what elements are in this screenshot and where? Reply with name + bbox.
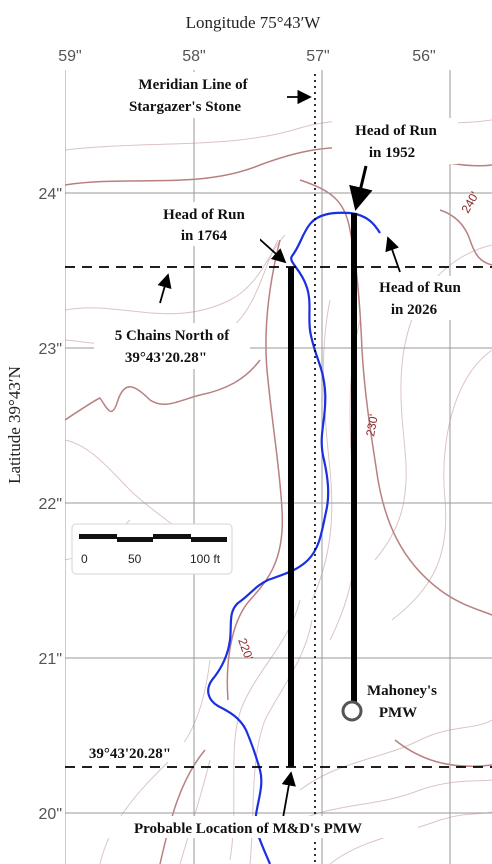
head-1952-arrow <box>349 165 373 211</box>
mahoney-label-line1: Mahoney's <box>367 683 437 699</box>
scale-label-100ft: 100 ft <box>190 552 221 566</box>
baseline-latitude-label: 39°43'20.28" <box>89 746 171 762</box>
chains-north-label-bg <box>94 323 250 369</box>
meridian-label-bg <box>102 72 284 118</box>
head-2026-label-bg <box>366 276 476 320</box>
top-axis-band <box>0 0 492 70</box>
latitude-tick-20: 20" <box>39 806 62 823</box>
scale-bar-segment-2 <box>117 537 153 542</box>
longitude-tick-56: 56" <box>412 48 435 65</box>
latitude-tick-21: 21" <box>39 651 62 668</box>
longitude-ticks: 59" 58" 57" 56" <box>58 48 435 65</box>
major-contours <box>64 146 492 864</box>
meridian-label-line2: Stargazer's Stone <box>129 99 241 115</box>
latitude-ticks: 24" 23" 22" 21" 20" <box>39 186 62 823</box>
left-axis-band <box>0 70 65 864</box>
head-2026-arrow <box>385 236 401 273</box>
head-1952-label-line2: in 1952 <box>369 145 415 161</box>
mahoney-pmw-marker <box>341 700 363 722</box>
head-1764-label-bg <box>150 202 260 246</box>
scale-bar-segment-4 <box>191 537 227 542</box>
annotation-labels: Meridian Line of Stargazer's Stone Head … <box>72 72 476 838</box>
head-1764-label-line2: in 1764 <box>181 228 228 244</box>
stream-line <box>207 211 381 864</box>
head-1952-label-bg <box>332 118 458 164</box>
latitude-tick-22: 22" <box>39 496 62 513</box>
latitude-tick-24: 24" <box>39 186 62 203</box>
meridian-label-line1: Meridian Line of <box>138 77 248 93</box>
md-pmw-arrow <box>281 771 296 819</box>
head-1764-label-line1: Head of Run <box>163 207 245 223</box>
latitude-tick-23: 23" <box>39 341 62 358</box>
scale-label-50: 50 <box>128 552 142 566</box>
scale-bar-box <box>71 523 233 575</box>
md-pmw-label: Probable Location of M&D's PMW <box>134 821 362 837</box>
head-2026-label-line1: Head of Run <box>379 280 461 296</box>
longitude-tick-59: 59" <box>58 48 81 65</box>
baseline-label-bg <box>72 742 192 762</box>
head-2026-label-line2: in 2026 <box>391 302 438 318</box>
head-1952-label-line1: Head of Run <box>355 123 437 139</box>
longitude-tick-58: 58" <box>182 48 205 65</box>
longitude-tick-57: 57" <box>306 48 329 65</box>
latitude-axis-title: Latitude 39°43′N <box>5 366 24 484</box>
chains-north-label-line1: 5 Chains North of <box>115 328 231 344</box>
mahoney-label-line2: PMW <box>379 705 417 721</box>
scale-bar: 0 50 100 ft <box>71 523 233 575</box>
five-chains-arrow <box>157 273 172 304</box>
scale-bar-segment-3 <box>153 534 191 539</box>
scale-label-0: 0 <box>81 552 88 566</box>
md-pmw-label-bg <box>80 816 418 838</box>
longitude-axis-title: Longitude 75°43′W <box>186 13 322 32</box>
chains-north-label-line2: 39°43'20.28" <box>125 350 207 366</box>
mahoney-label-bg <box>366 678 440 722</box>
scale-bar-segment-1 <box>79 534 117 539</box>
contour-label-230: 230' <box>363 413 381 437</box>
